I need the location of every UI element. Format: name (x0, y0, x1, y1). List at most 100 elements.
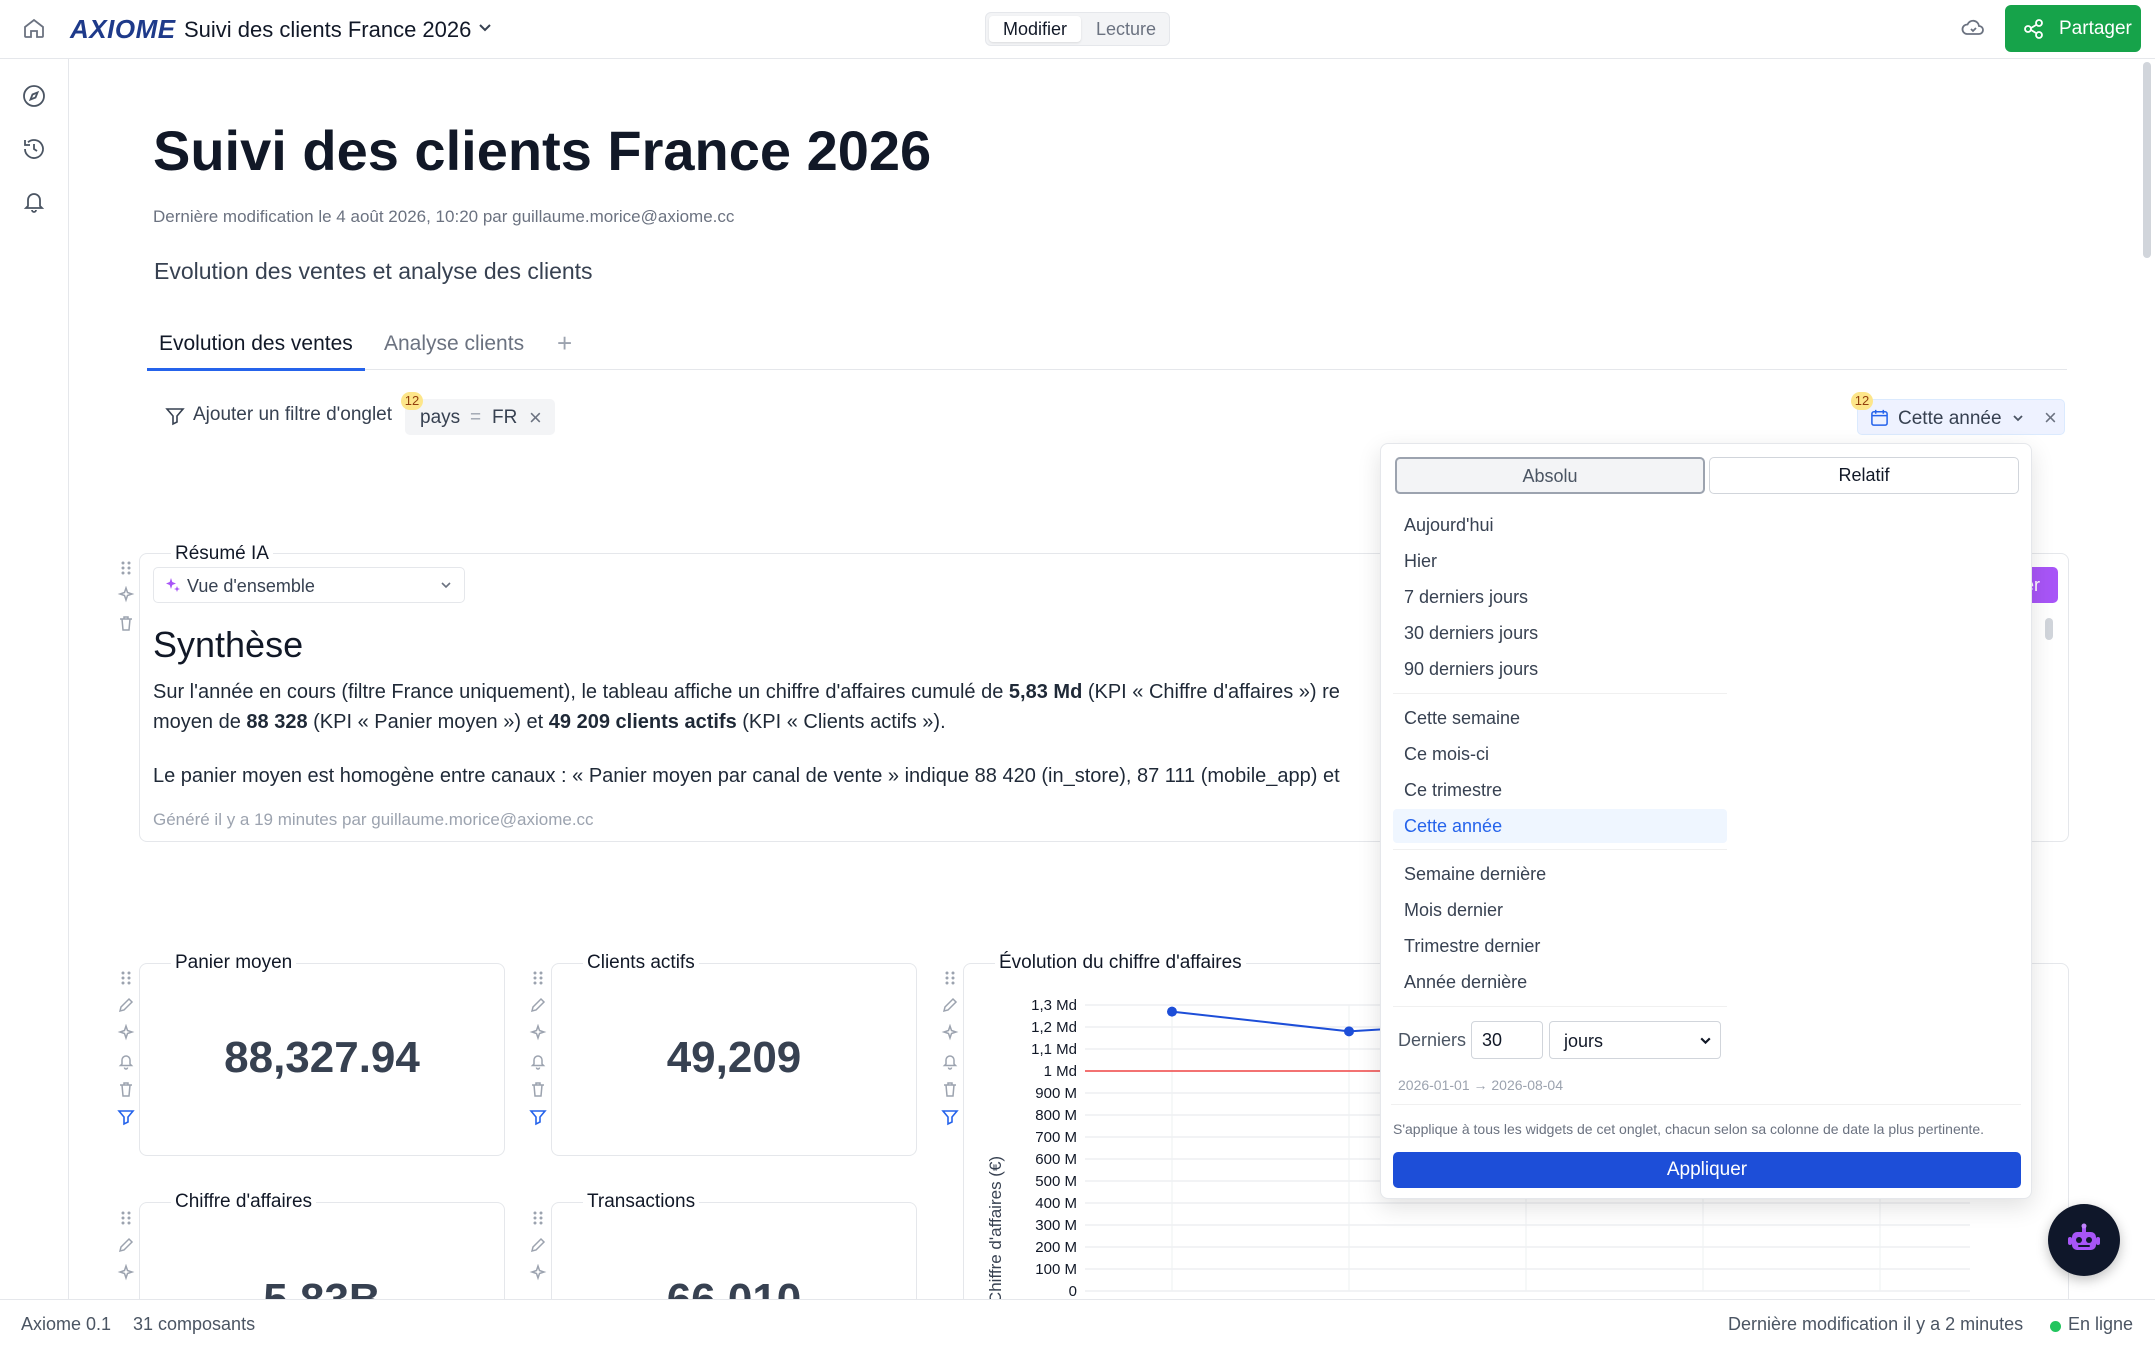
preset-today[interactable]: Aujourd'hui (1404, 515, 1494, 535)
y-tick-label: 1,3 Md (1031, 997, 1077, 1014)
summary-text: moyen de (153, 711, 247, 733)
summary-text: (KPI « Clients actifs »). (736, 711, 946, 733)
trash-icon[interactable] (529, 1080, 547, 1098)
status-footer: Axiome 0.1 31 composants Dernière modifi… (0, 1299, 2155, 1346)
segment-absolute[interactable]: Absolu (1395, 457, 1705, 494)
apply-scope-note: S'applique à tous les widgets de cet ong… (1393, 1121, 1985, 1137)
preset-last-quarter[interactable]: Trimestre dernier (1404, 936, 1541, 956)
summary-scrollbar[interactable] (2045, 618, 2053, 640)
chevron-down-icon (439, 578, 453, 592)
series-point[interactable] (1167, 1006, 1177, 1017)
summary-highlight: 5,83 Md (1008, 681, 1083, 703)
cloud-sync-icon[interactable] (1960, 16, 1986, 40)
trash-icon[interactable] (117, 1080, 135, 1098)
drag-handle-icon[interactable] (531, 970, 545, 986)
page-subtitle: Evolution des ventes et analyse des clie… (154, 258, 593, 284)
widget-toolbar-panier (113, 970, 139, 1136)
chart-title: Évolution du chiffre d'affaires (995, 952, 1246, 974)
pencil-icon[interactable] (941, 996, 959, 1014)
pencil-icon[interactable] (529, 996, 547, 1014)
mode-toggle: Modifier Lecture (985, 12, 1170, 46)
divider (1393, 1006, 1727, 1007)
summary-paragraph-1: Sur l'année en cours (filtre France uniq… (153, 681, 1340, 704)
pencil-icon[interactable] (117, 1236, 135, 1254)
date-filter-remove-icon[interactable]: × (2044, 405, 2057, 430)
chevron-down-icon[interactable] (475, 18, 495, 38)
trash-icon[interactable] (941, 1080, 959, 1098)
history-icon[interactable] (21, 136, 47, 162)
filter-icon[interactable] (941, 1108, 959, 1126)
date-range-preview: 2026-01-01 → 2026-08-04 (1398, 1077, 1564, 1093)
preset-last-month[interactable]: Mois dernier (1404, 900, 1504, 920)
y-tick-label: 400 M (1035, 1195, 1077, 1212)
mode-edit-button[interactable]: Modifier (989, 16, 1081, 42)
bell-icon[interactable] (941, 1052, 959, 1070)
top-bar: AXIOME Suivi des clients France 2026 Mod… (0, 0, 2155, 59)
share-button[interactable]: Partager (2005, 5, 2141, 52)
preset-this-week[interactable]: Cette semaine (1404, 708, 1521, 728)
y-tick-label: 600 M (1035, 1151, 1077, 1168)
preset-this-year[interactable]: Cette année (1393, 809, 1727, 843)
sparkle-icon[interactable] (117, 586, 135, 604)
widget-toolbar-ca (113, 1210, 139, 1292)
preset-last-week[interactable]: Semaine dernière (1404, 864, 1547, 884)
filter-remove-icon[interactable]: × (529, 405, 542, 430)
filter-icon[interactable] (165, 406, 185, 426)
sparkle-icon[interactable] (117, 1264, 135, 1282)
preset-this-month[interactable]: Ce mois-ci (1404, 744, 1490, 764)
filter-chip-pays[interactable]: pays = FR × (405, 399, 555, 435)
document-title[interactable]: Suivi des clients France 2026 (184, 17, 472, 42)
pencil-icon[interactable] (117, 996, 135, 1014)
sparkle-icon[interactable] (941, 1024, 959, 1042)
left-rail (0, 59, 69, 1299)
preset-7-days[interactable]: 7 derniers jours (1404, 587, 1529, 607)
widget-toolbar-ai (113, 560, 139, 642)
summary-generated-meta: Généré il y a 19 minutes par guillaume.m… (153, 810, 594, 829)
sparkle-icon[interactable] (117, 1024, 135, 1042)
preset-yesterday[interactable]: Hier (1404, 551, 1438, 571)
view-select[interactable]: Vue d'ensemble (153, 567, 465, 603)
drag-handle-icon[interactable] (119, 1210, 133, 1226)
sparkle-icon[interactable] (529, 1264, 547, 1282)
home-icon[interactable] (22, 16, 46, 40)
filter-icon[interactable] (529, 1108, 547, 1126)
tab-evolution-ventes[interactable]: Evolution des ventes (147, 332, 365, 371)
add-tab-filter-button[interactable]: Ajouter un filtre d'onglet (193, 404, 393, 425)
date-filter-label: Cette année (1898, 408, 2002, 429)
bell-icon[interactable] (529, 1052, 547, 1070)
y-tick-labels: 0 100 M 200 M 300 M 400 M 500 M 600 M 700 M 800 … (1031, 997, 1077, 1300)
sparkle-icon[interactable] (529, 1024, 547, 1042)
series-point[interactable] (1344, 1026, 1354, 1037)
app-version: Axiome 0.1 (21, 1314, 112, 1334)
tab-analyse-clients[interactable]: Analyse clients (384, 332, 525, 355)
add-tab-button[interactable]: + (557, 328, 573, 358)
last-n-input[interactable] (1471, 1021, 1543, 1059)
widget-toolbar-chart (937, 970, 963, 1136)
pencil-icon[interactable] (529, 1236, 547, 1254)
widget-toolbar-clients (525, 970, 551, 1136)
apply-button[interactable]: Appliquer (1393, 1152, 2021, 1188)
page-scrollbar[interactable] (2143, 62, 2151, 258)
trash-icon[interactable] (117, 614, 135, 632)
drag-handle-icon[interactable] (119, 560, 133, 576)
preset-30-days[interactable]: 30 derniers jours (1404, 623, 1539, 643)
summary-text: (KPI « Chiffre d'affaires ») re (1082, 681, 1340, 703)
drag-handle-icon[interactable] (531, 1210, 545, 1226)
drag-handle-icon[interactable] (119, 970, 133, 986)
last-n-unit-select[interactable]: jours (1549, 1021, 1721, 1059)
ai-assistant-button[interactable] (2048, 1204, 2120, 1276)
preset-this-quarter[interactable]: Ce trimestre (1404, 780, 1503, 800)
kpi-panier-moyen (139, 963, 505, 1156)
date-filter-chip[interactable]: Cette année × (1857, 399, 2065, 435)
preset-last-year[interactable]: Année dernière (1404, 972, 1528, 992)
mode-read-button[interactable]: Lecture (1095, 19, 1157, 39)
y-tick-label: 500 M (1035, 1173, 1077, 1190)
bell-icon[interactable] (117, 1052, 135, 1070)
component-count: 31 composants (133, 1314, 256, 1334)
segment-relative[interactable]: Relatif (1709, 457, 2019, 494)
compass-icon[interactable] (21, 83, 47, 109)
drag-handle-icon[interactable] (943, 970, 957, 986)
bell-icon[interactable] (21, 189, 47, 215)
filter-icon[interactable] (117, 1108, 135, 1126)
preset-90-days[interactable]: 90 derniers jours (1404, 659, 1539, 679)
